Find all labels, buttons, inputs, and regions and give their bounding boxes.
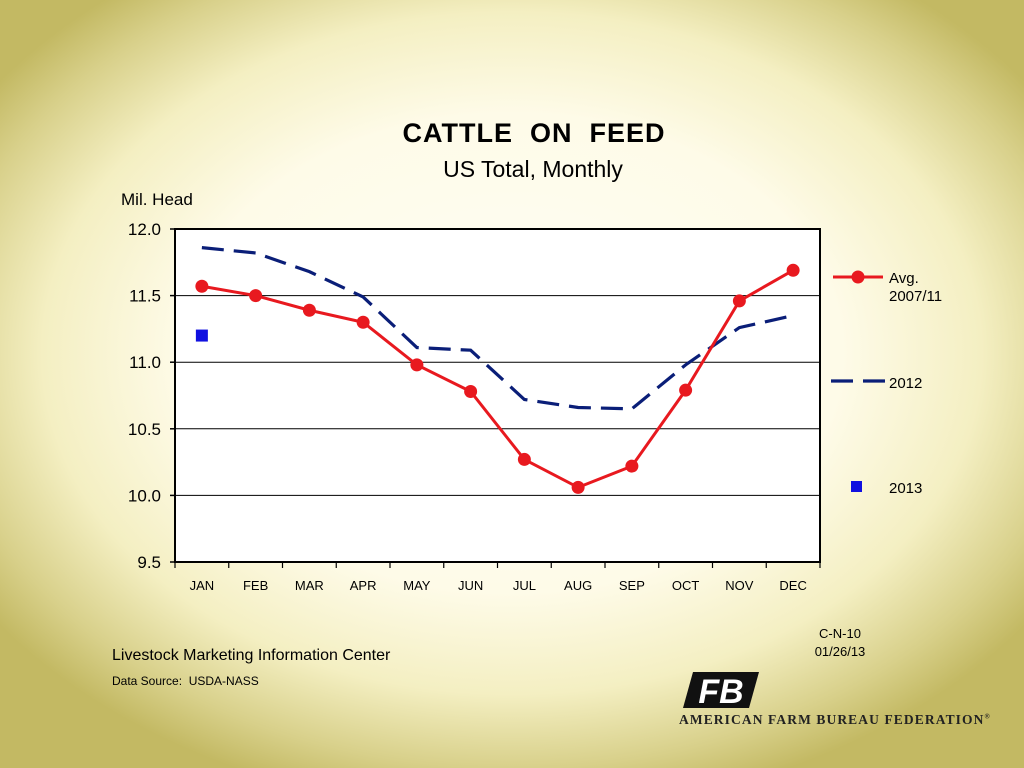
legend-avg-label-line: 2007/11 xyxy=(889,288,942,305)
x-tick-label: JUL xyxy=(513,578,536,593)
y-axis-label: Mil. Head xyxy=(121,190,193,209)
series-avg-point xyxy=(625,459,639,473)
slide-code-id: C-N-10 xyxy=(819,626,861,641)
afbf-logo-text: AMERICAN FARM BUREAU FEDERATION® xyxy=(679,712,991,728)
legend-avg-label: Avg. 2007/11 xyxy=(889,270,942,305)
series-avg-point xyxy=(356,315,370,329)
x-tick-label: OCT xyxy=(672,578,700,593)
series-avg-point xyxy=(302,303,316,317)
fb-logo-letters: FB xyxy=(698,673,743,710)
x-tick-label: SEP xyxy=(619,578,645,593)
series-avg-point xyxy=(786,263,800,277)
x-tick-label: FEB xyxy=(243,578,268,593)
y-tick-label: 11.0 xyxy=(129,353,161,372)
y-tick-label: 9.5 xyxy=(137,553,161,572)
x-tick-label: APR xyxy=(350,578,377,593)
x-tick-label: DEC xyxy=(779,578,806,593)
y-tick-label: 12.0 xyxy=(128,220,161,239)
afbf-name: AMERICAN FARM BUREAU FEDERATION xyxy=(679,712,985,727)
y-tick-label: 11.5 xyxy=(129,287,161,306)
x-tick-label: JAN xyxy=(190,578,215,593)
y-tick-label: 10.0 xyxy=(128,486,161,505)
chart-title: CATTLE ON FEED xyxy=(402,118,666,148)
series-2012-line xyxy=(201,246,794,411)
series-avg-point xyxy=(410,358,424,372)
series-avg-point xyxy=(679,383,693,397)
legend-2013-label-line: 2013 xyxy=(889,480,922,497)
legend-2012-label: 2012 xyxy=(889,375,922,392)
series-avg-point xyxy=(517,452,531,466)
footer-data-source: Data Source: USDA-NASS xyxy=(112,674,259,688)
fb-logo-icon: FB xyxy=(683,672,759,710)
x-tick-label: JUN xyxy=(458,578,483,593)
series-2013-point xyxy=(195,329,208,342)
slide-date: 01/26/13 xyxy=(814,644,866,659)
x-tick-label: MAY xyxy=(403,578,431,593)
series-avg-point xyxy=(249,289,263,303)
plot-area xyxy=(175,229,820,562)
series-avg-line xyxy=(201,268,794,490)
series-avg-point xyxy=(571,480,585,494)
slide-code: C-N-10 01/26/13 xyxy=(790,625,890,661)
legend-2012-label-line: 2012 xyxy=(889,375,922,392)
x-tick-label: NOV xyxy=(725,578,754,593)
registered-mark: ® xyxy=(984,712,991,721)
footer-organization: Livestock Marketing Information Center xyxy=(112,647,391,664)
x-tick-label: MAR xyxy=(295,578,324,593)
legend-avg-marker xyxy=(851,270,865,284)
series-avg-point xyxy=(732,294,746,308)
series-avg-point xyxy=(464,385,478,399)
y-tick-label: 10.5 xyxy=(128,420,161,439)
legend-2013-marker xyxy=(851,481,862,492)
chart-subtitle: US Total, Monthly xyxy=(443,156,623,182)
legend-2013-label: 2013 xyxy=(889,480,922,497)
legend-avg-label-line: Avg. xyxy=(889,270,919,287)
series-avg-point xyxy=(195,279,209,293)
x-tick-label: AUG xyxy=(564,578,592,593)
